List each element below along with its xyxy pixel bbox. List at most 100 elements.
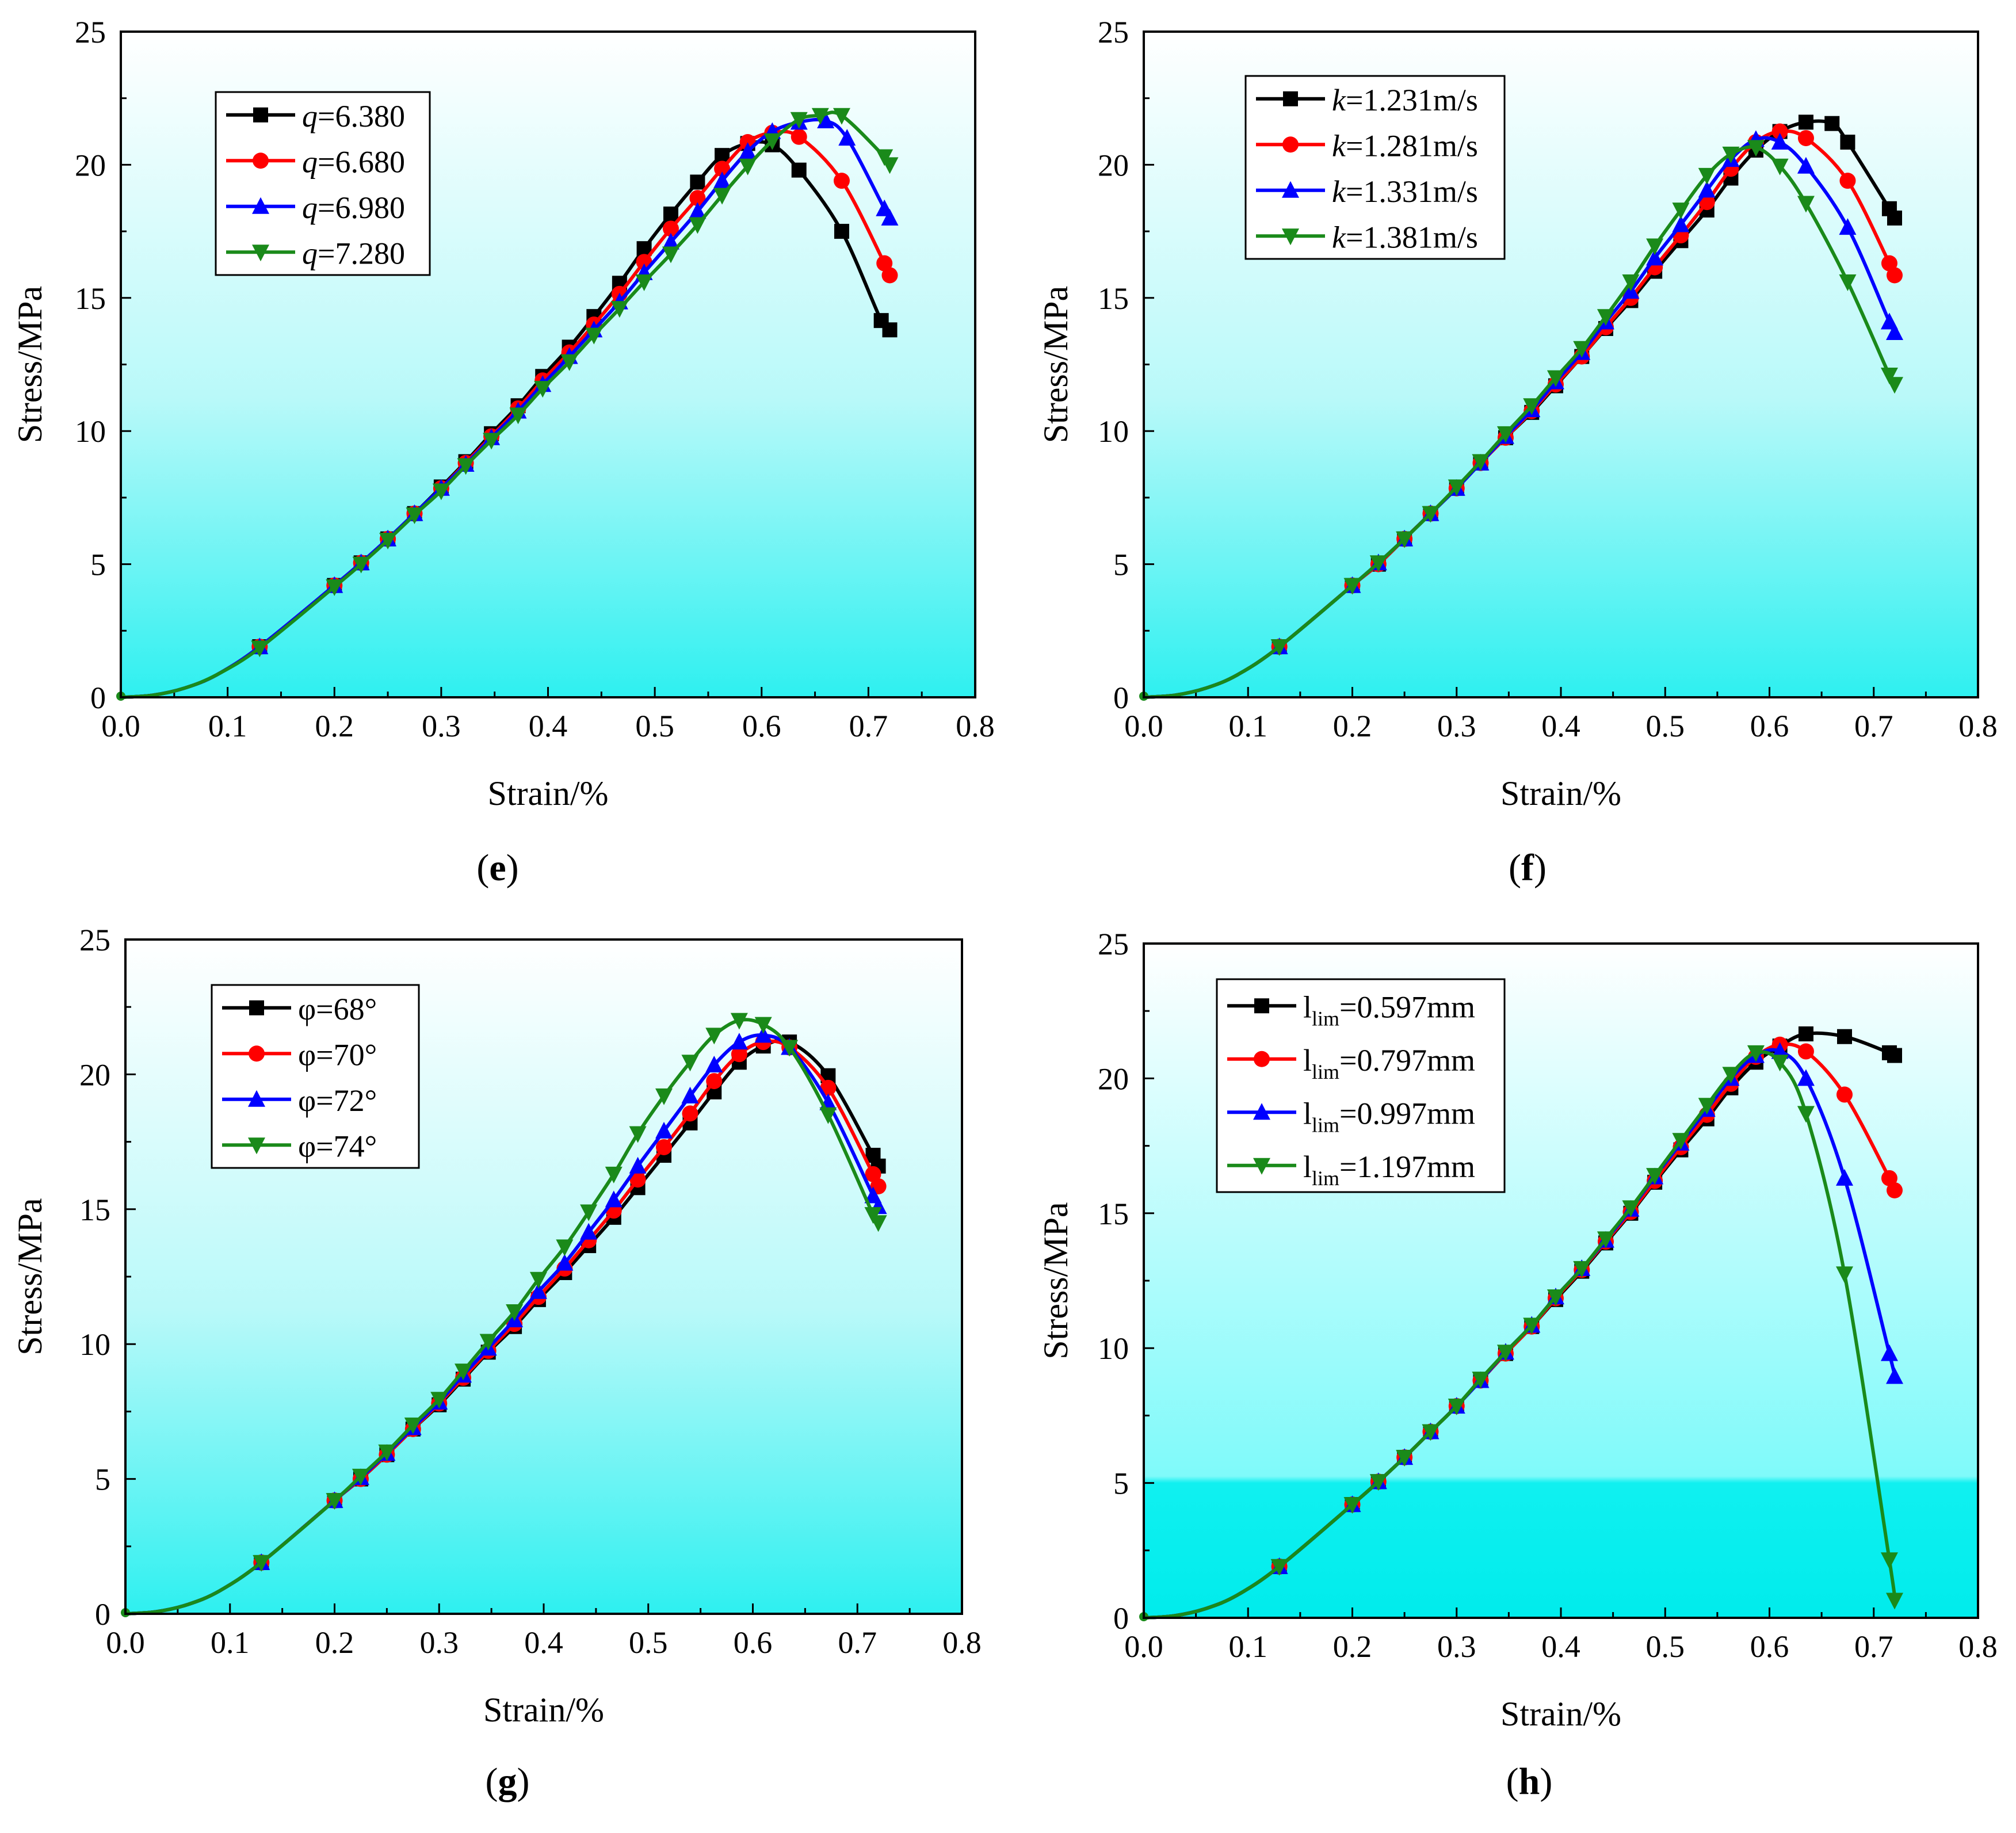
data-point-p1-s4-3 [379,532,397,549]
data-point-p3-s3-12 [605,1190,623,1208]
data-point-p1-s2-21 [876,255,893,272]
data-point-p4-s3-18 [1771,1042,1789,1059]
data-point-p3-s3-9 [529,1282,547,1299]
data-point-p4-s2-legend [1254,1051,1270,1067]
data-point-p2-s4-0 [1270,639,1288,656]
y-tick-label: 5 [1113,1467,1129,1501]
data-point-p3-s4-19 [781,1040,799,1057]
data-point-p3-s4-6 [455,1364,472,1381]
legend-box [1216,978,1506,1193]
legend-box [1244,75,1506,260]
y-tick-label: 15 [1098,1197,1129,1231]
x-tick-label: 0.1 [211,1625,250,1660]
data-point-p4-s4-17 [1747,1045,1765,1062]
x-tick-label: 0.4 [529,709,568,743]
data-point-p3-s1-legend [249,1000,264,1015]
data-point-p2-s4-6 [1472,454,1490,471]
data-point-p2-s4-10 [1573,341,1591,358]
data-point-p4-s4-22 [1886,1593,1903,1610]
plot-frame [120,30,976,698]
data-point-p1-s4-17 [739,158,757,175]
data-point-p2-s1-legend [1283,91,1298,106]
data-point-p1-s4-7 [483,433,501,450]
x-axis-label: Strain/% [1500,1695,1621,1733]
data-point-p3-s4-9 [529,1271,547,1289]
legend-entry-4: φ=74° [298,1129,377,1163]
data-point-p3-s4-8 [506,1304,524,1321]
data-point-p2-s4-5 [1448,479,1465,497]
x-tick-label: 0.7 [838,1625,877,1660]
data-point-p2-s4-7 [1496,426,1514,443]
legend-entry-2: q=6.680 [302,144,405,179]
data-point-p4-s1-20 [1837,1029,1852,1044]
x-tick-label: 0.7 [849,709,888,743]
y-tick-label: 25 [1098,927,1129,961]
data-point-p1-s3-legend [252,197,269,214]
legend-entry-3: k=1.331m/s [1332,174,1478,209]
y-axis-label: Stress/MPa [11,1198,49,1355]
series-line-4 [120,110,892,699]
legend-entry-1: q=6.380 [302,99,405,133]
data-point-p3-s3-16 [705,1055,723,1072]
data-point-p2-s4-4 [1422,506,1440,523]
data-point-p3-s3-18 [754,1026,772,1043]
data-point-p4-s4-15 [1698,1098,1716,1115]
data-point-p3-s4-14 [655,1088,673,1105]
legend-entry-1: k=1.231m/s [1332,83,1478,117]
data-point-p3-s2-21 [865,1166,881,1182]
data-point-p4-s2-20 [1836,1086,1853,1103]
data-point-p2-s4-legend [1282,228,1299,246]
data-point-p2-s1-19 [1798,114,1813,130]
y-tick-label: 5 [90,548,106,582]
data-point-p3-s4-11 [580,1204,598,1221]
data-point-p2-s1-21 [1840,135,1855,150]
data-point-p1-s1-19 [791,162,807,178]
legend-entry-3: φ=72° [298,1083,377,1118]
legend-entry-1: llim=0.597mm [1303,990,1475,1030]
data-point-p4-s4-21 [1880,1552,1898,1569]
chart-panel-f: 0.0 0.1 0.2 0.3 0.4 0.5 0.6 0.7 0.8 0 5 10 15 20 25 Str… [1037,15,1998,889]
data-point-p1-s4-16 [713,188,731,205]
x-tick-label: 0.0 [106,1625,145,1660]
data-point-p1-s4-2 [352,556,370,574]
data-point-p1-s3-15 [689,202,707,219]
plot-frame [124,938,963,1615]
data-point-p2-s4-16 [1722,146,1740,163]
y-axis-label: Stress/MPa [11,286,49,443]
x-tick-label: 0.1 [1229,709,1268,743]
y-tick-label: 10 [1098,1331,1129,1366]
data-point-p3-s4-1 [326,1493,343,1510]
data-point-p1-s4-4 [406,507,423,524]
data-point-p2-s4-2 [1369,555,1387,572]
data-point-p4-s3-legend [1253,1103,1270,1120]
data-point-p3-s2-13 [629,1171,646,1188]
data-point-p2-s4-3 [1396,531,1414,548]
data-point-p3-s3-13 [629,1156,647,1174]
data-point-p2-s4-22 [1886,377,1903,394]
data-point-p4-s4-1 [1343,1497,1361,1514]
data-point-p2-s4-14 [1672,203,1690,220]
data-point-p1-s1-16 [715,148,730,163]
data-point-p2-s4-12 [1622,274,1640,292]
data-point-p1-s4-23 [881,157,899,174]
x-tick-label: 0.8 [1958,709,1998,743]
data-point-p2-s3-20 [1839,218,1857,235]
x-tick-label: 0.3 [1437,1629,1476,1664]
data-point-p4-s4-9 [1547,1289,1564,1307]
legend-entry-1: φ=68° [298,992,377,1026]
data-point-p3-s4-12 [605,1166,623,1183]
data-point-p1-s3-21 [838,129,856,146]
data-point-p1-s4-0 [251,640,269,658]
data-point-p1-s4-9 [534,381,552,398]
plot-frame [1143,30,1979,698]
data-point-p4-s4-18 [1771,1055,1789,1072]
legend-entry-4: q=7.280 [302,236,405,270]
data-point-p1-s2-legend [253,152,269,169]
data-point-p3-s4-7 [479,1334,497,1351]
data-point-p4-s4-6 [1472,1372,1490,1389]
x-tick-label: 0.4 [1541,709,1580,743]
data-point-p4-s2-19 [1797,1043,1814,1060]
data-point-p3-s2-15 [682,1105,698,1122]
data-point-p4-s3-21 [1880,1344,1898,1361]
plot-frame [1143,942,1979,1619]
